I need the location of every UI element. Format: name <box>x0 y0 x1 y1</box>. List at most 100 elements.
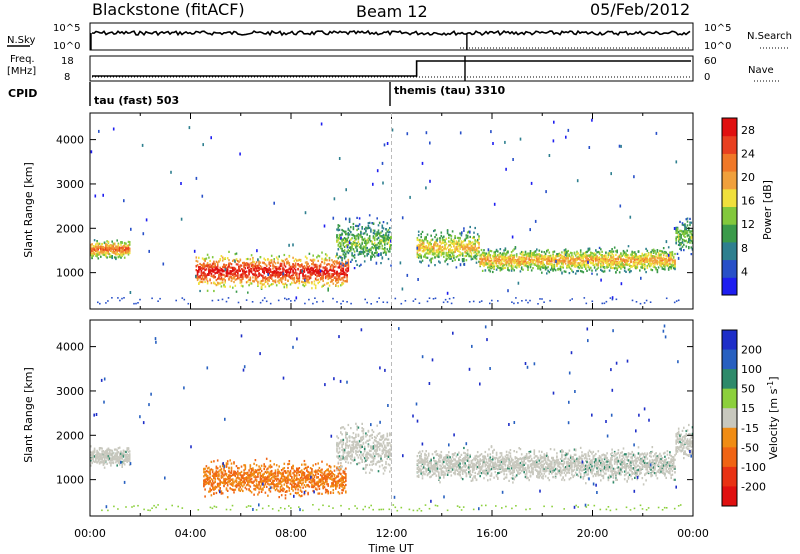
scatter-cell-1848 <box>373 239 376 242</box>
scatter-cell-2429 <box>471 236 474 239</box>
scatter-cell-188 <box>112 250 115 253</box>
scatter-cell-3303 <box>582 271 585 274</box>
scatter-cell-347 <box>198 275 200 278</box>
scatter-cell-4006 <box>670 258 672 261</box>
scatter-cell-1708 <box>356 248 358 251</box>
scatter-cell-2219 <box>445 243 448 246</box>
scatter-cell-3265 <box>577 269 579 273</box>
scatter-cell-3867 <box>652 256 655 259</box>
cpid-label: CPID <box>8 87 37 100</box>
scatter-cell-37 <box>93 455 96 458</box>
scatter-cell-1008 <box>280 278 283 281</box>
scatter-cell-3639 <box>623 254 626 257</box>
scatter-cell-164 <box>110 248 112 251</box>
scatter-cell-3958 <box>664 259 666 262</box>
scatter-cell-239 <box>118 463 121 466</box>
scatter-cell-1213 <box>307 266 309 269</box>
scatter-cell-384 <box>210 478 213 481</box>
scatter-cell-85 <box>100 455 102 458</box>
scatter-cell-2797 <box>518 261 520 264</box>
scatter-cell-268 <box>122 461 125 465</box>
scatter-cell-134 <box>106 249 108 252</box>
scatter-cell-2246 <box>449 244 451 247</box>
scatter-cell-3155 <box>563 249 566 252</box>
scatter-cell-911 <box>269 270 272 273</box>
scatter-cell-891 <box>267 277 269 280</box>
scatter-cell-2937 <box>536 258 538 261</box>
scatter-cell-2428 <box>471 247 474 250</box>
speckle-100 <box>346 245 349 249</box>
scatter-cell-821 <box>258 266 260 270</box>
scatter-cell-2050 <box>425 256 427 259</box>
scatter-cell-343 <box>198 282 200 285</box>
speckle-117 <box>552 139 555 143</box>
scatter-cell-3356 <box>588 254 591 257</box>
scatter-cell-770 <box>252 273 254 276</box>
scatter-cell-669 <box>238 267 240 270</box>
scatter-cell-3695 <box>631 254 633 257</box>
scatter-cell-797 <box>254 274 257 277</box>
scatter-cell-2846 <box>524 262 527 265</box>
scatter-cell-916 <box>269 264 272 267</box>
scatter-cell-508 <box>218 260 220 263</box>
scatter-cell-736 <box>247 280 249 283</box>
scatter-cell-1607 <box>343 230 346 233</box>
scatter-cell-1588 <box>341 240 343 243</box>
scatter-cell-1318 <box>319 263 322 266</box>
scatter-cell-1660 <box>351 246 353 249</box>
cpid-panel: CPID tau (fast) 503 themis (tau) 3310 <box>8 82 506 107</box>
scatter-cell-1406 <box>331 275 333 278</box>
ground-4191 <box>137 302 139 304</box>
scatter-cell-2016 <box>420 247 422 250</box>
ground-4239 <box>400 302 403 305</box>
scatter-cell-2351 <box>463 259 465 263</box>
scatter-cell-237 <box>118 452 121 455</box>
scatter-cell-2475 <box>478 260 480 263</box>
scatter-cell-2682 <box>504 257 507 260</box>
scatter-cell-349 <box>198 256 200 259</box>
scatter-cell-3574 <box>616 249 618 252</box>
scatter-cell-829 <box>258 272 260 275</box>
scatter-cell-348 <box>205 470 208 473</box>
scatter-cell-3663 <box>627 268 630 271</box>
scatter-cell-118 <box>103 451 106 454</box>
scatter-cell-1842 <box>373 246 376 249</box>
scatter-cell-1232 <box>309 276 312 280</box>
scatter-cell-2606 <box>494 250 497 254</box>
scatter-cell-547 <box>223 277 225 280</box>
scatter-cell-2640 <box>499 264 502 267</box>
scatter-cell-1330 <box>322 284 324 287</box>
scatter-cell-382 <box>210 468 213 471</box>
scatter-cell-3268 <box>577 262 579 265</box>
noise-sky-line <box>91 29 691 37</box>
scatter-cell-540 <box>223 258 225 261</box>
scatter-cell-1386 <box>328 259 331 262</box>
scatter-cell-2980 <box>542 256 544 260</box>
scatter-cell-1858 <box>375 248 377 251</box>
scatter-cell-1438 <box>335 284 337 287</box>
scatter-cell-2403 <box>469 249 471 252</box>
scatter-cell-1719 <box>357 233 360 236</box>
ground-4242 <box>414 298 417 300</box>
scatter-cell-2707 <box>507 266 509 269</box>
scatter-cell-1419 <box>332 268 335 271</box>
scatter-cell-2009 <box>419 246 421 249</box>
scatter-cell-2779 <box>515 266 518 269</box>
scatter-cell-1816 <box>370 247 372 250</box>
scatter-cell-1493 <box>342 262 345 265</box>
ground-4248 <box>442 301 445 304</box>
scatter-cell-286 <box>125 454 127 457</box>
scatter-cell-752 <box>249 262 252 265</box>
scatter-cell-1291 <box>317 282 319 285</box>
scatter-cell-707 <box>243 265 245 268</box>
scatter-cell-454 <box>211 268 214 271</box>
scatter-cell-395 <box>211 474 214 477</box>
scatter-cell-586 <box>228 262 230 265</box>
noise-panel: N.Sky 10^5 10^0 10^5 10^0 N.Search <box>7 22 792 52</box>
scatter-cell-717 <box>244 274 247 277</box>
scatter-cell-1846 <box>373 255 376 258</box>
scatter-cell-474 <box>221 476 224 479</box>
scatter-cell-3518 <box>608 259 611 262</box>
scatter-cell-972 <box>277 280 279 283</box>
ytick-label-1000: 1000 <box>56 267 84 280</box>
